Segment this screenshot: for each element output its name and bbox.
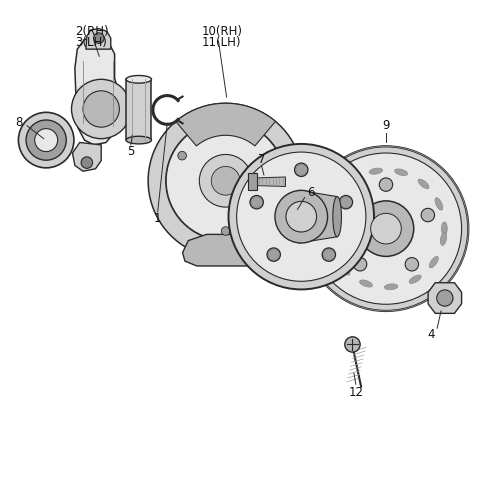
Circle shape <box>199 155 252 207</box>
Text: 8: 8 <box>15 116 23 129</box>
Polygon shape <box>176 103 276 146</box>
Ellipse shape <box>442 222 447 235</box>
Ellipse shape <box>441 232 446 245</box>
Circle shape <box>237 152 366 281</box>
Circle shape <box>353 258 367 271</box>
Circle shape <box>26 120 66 160</box>
Ellipse shape <box>126 75 152 83</box>
Circle shape <box>211 166 240 195</box>
Circle shape <box>72 79 131 139</box>
Text: 6: 6 <box>307 186 314 199</box>
Circle shape <box>228 144 374 290</box>
Text: 12: 12 <box>348 386 363 399</box>
Polygon shape <box>248 173 257 191</box>
Circle shape <box>339 195 353 209</box>
Circle shape <box>322 248 336 261</box>
Ellipse shape <box>339 265 350 275</box>
Circle shape <box>81 157 93 168</box>
Circle shape <box>275 191 327 243</box>
Ellipse shape <box>126 136 152 144</box>
Ellipse shape <box>409 275 421 283</box>
Ellipse shape <box>369 168 383 174</box>
Polygon shape <box>299 191 337 243</box>
Circle shape <box>295 163 308 176</box>
Ellipse shape <box>331 193 339 206</box>
Ellipse shape <box>395 169 408 175</box>
Circle shape <box>178 151 186 160</box>
Ellipse shape <box>360 280 372 287</box>
Polygon shape <box>257 177 286 187</box>
Polygon shape <box>126 79 152 140</box>
Text: 4: 4 <box>428 329 435 341</box>
Ellipse shape <box>418 179 429 189</box>
Ellipse shape <box>429 257 438 268</box>
Text: 10(RH): 10(RH) <box>202 25 243 38</box>
Circle shape <box>421 208 434 222</box>
Text: 9: 9 <box>382 119 390 132</box>
Circle shape <box>265 151 274 160</box>
Text: 11(LH): 11(LH) <box>202 36 241 50</box>
Polygon shape <box>75 36 120 145</box>
Circle shape <box>437 290 453 306</box>
Circle shape <box>221 227 230 235</box>
Polygon shape <box>72 142 101 171</box>
Ellipse shape <box>347 176 358 185</box>
Circle shape <box>371 213 401 244</box>
Text: 3(LH): 3(LH) <box>75 36 107 50</box>
Circle shape <box>286 201 317 232</box>
Circle shape <box>405 258 419 271</box>
Circle shape <box>304 146 468 311</box>
Circle shape <box>18 112 74 168</box>
Circle shape <box>94 33 104 43</box>
Polygon shape <box>148 103 303 258</box>
Circle shape <box>358 201 414 257</box>
Ellipse shape <box>435 198 443 210</box>
Ellipse shape <box>384 284 398 290</box>
Ellipse shape <box>325 217 331 230</box>
Circle shape <box>166 122 285 240</box>
Text: 2(RH): 2(RH) <box>75 25 108 38</box>
Ellipse shape <box>333 196 341 237</box>
Circle shape <box>250 195 264 209</box>
Circle shape <box>267 248 280 261</box>
Circle shape <box>345 337 360 352</box>
Text: 1: 1 <box>154 211 161 225</box>
Circle shape <box>311 153 462 304</box>
Text: 7: 7 <box>258 153 265 166</box>
Polygon shape <box>182 234 270 266</box>
Circle shape <box>35 129 58 152</box>
Circle shape <box>379 178 393 191</box>
Ellipse shape <box>327 242 335 255</box>
Circle shape <box>337 208 351 222</box>
Polygon shape <box>428 283 462 313</box>
Polygon shape <box>86 29 111 49</box>
Circle shape <box>83 91 120 127</box>
Text: 5: 5 <box>127 145 134 157</box>
